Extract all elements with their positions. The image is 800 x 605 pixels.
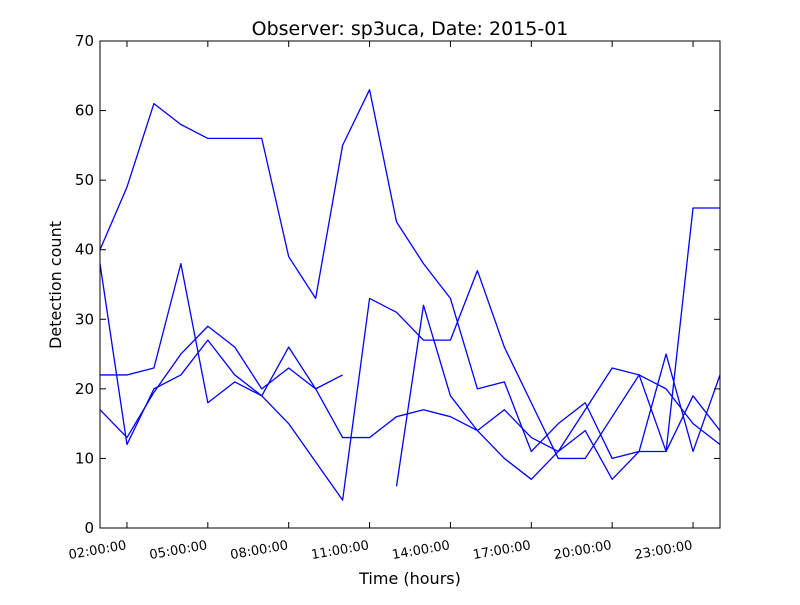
axis-layer: 0 10 20 30 40 50 60 70 02:00:00 05:00:00 08:00:00 1…	[68, 32, 720, 563]
plot-frame	[99, 40, 721, 529]
x-axis-label: Time (hours)	[358, 569, 461, 588]
x-tick-label-0: 02:00:00	[68, 538, 128, 563]
y-tick-label-5: 50	[75, 171, 94, 189]
y-tick-label-6: 60	[75, 102, 94, 120]
series-line-3	[99, 263, 721, 501]
y-tick-label-7: 70	[75, 32, 94, 50]
series-layer	[99, 89, 721, 501]
series-line-5	[395, 304, 721, 487]
y-axis-label: Detection count	[46, 221, 65, 349]
y-tick-label-2: 20	[75, 380, 94, 398]
series-line-1	[99, 89, 720, 460]
x-tick-label-1: 05:00:00	[148, 538, 208, 563]
y-tick-label-1: 10	[75, 449, 94, 467]
x-tick-label-6: 20:00:00	[553, 538, 613, 563]
series-line-2	[100, 262, 343, 404]
x-tick-label-4: 14:00:00	[391, 538, 451, 563]
chart-title: Observer: sp3uca, Date: 2015-01	[252, 18, 569, 40]
series-line-4	[99, 325, 721, 480]
x-tick-label-7: 23:00:00	[634, 538, 694, 563]
x-tick-label-2: 08:00:00	[229, 538, 289, 563]
x-tick-label-5: 17:00:00	[472, 538, 532, 563]
y-tick-label-0: 0	[84, 519, 94, 537]
y-tick-label-3: 30	[75, 310, 94, 328]
y-tick-label-4: 40	[75, 241, 94, 259]
x-tick-label-3: 11:00:00	[310, 538, 370, 563]
